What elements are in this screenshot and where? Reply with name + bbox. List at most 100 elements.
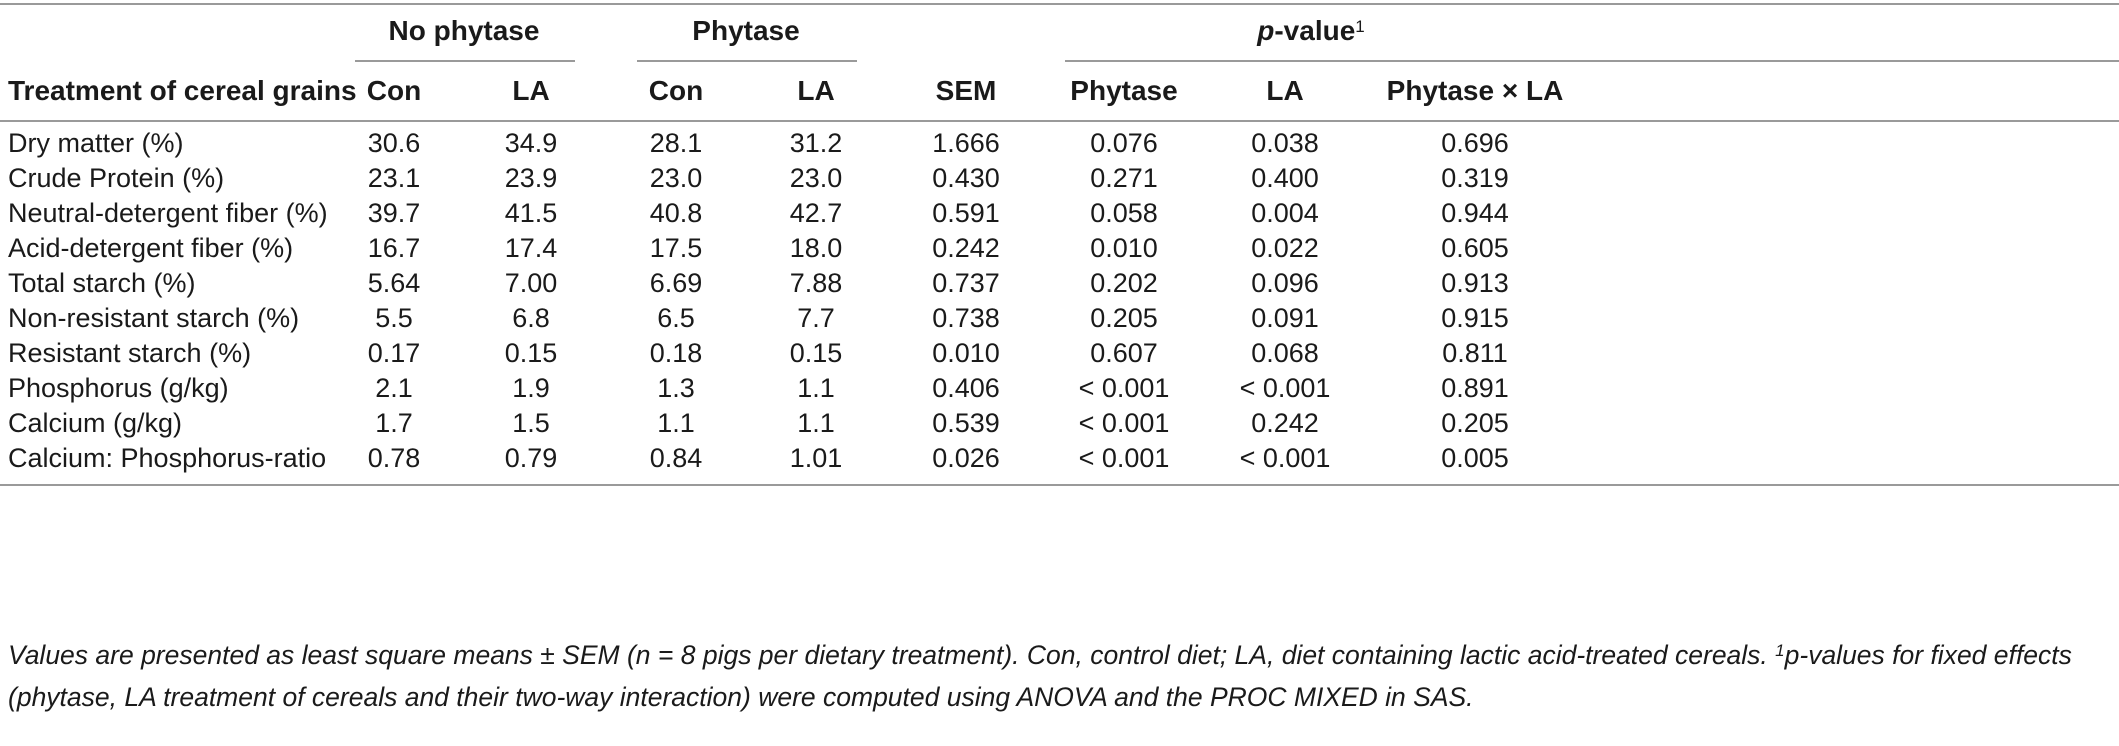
table-cell: 0.091 [1251, 303, 1319, 333]
table-cell: 0.076 [1090, 128, 1158, 158]
table-cell: 23.0 [789, 163, 843, 193]
table-cell: 7.88 [789, 268, 843, 298]
table-cell: 39.7 [367, 198, 421, 228]
table-cell: < 0.001 [1078, 373, 1170, 403]
col-header-pvalue-la: LA [1266, 75, 1304, 106]
table-cell: 23.1 [367, 163, 421, 193]
table-cell: 5.5 [375, 303, 413, 333]
table-cell: 0.068 [1251, 338, 1319, 368]
row-label: Total starch (%) [8, 268, 196, 298]
table-cell: 0.944 [1441, 198, 1509, 228]
table-cell: 6.8 [512, 303, 550, 333]
table-cell: 0.79 [504, 443, 558, 473]
table-cell: 7.7 [797, 303, 835, 333]
table-cell: 0.022 [1251, 233, 1319, 263]
table-cell: 6.5 [657, 303, 695, 333]
table-cell: 1.3 [657, 373, 695, 403]
table-cell: 5.64 [367, 268, 421, 298]
table-cell: 0.539 [932, 408, 1000, 438]
table-cell: 0.605 [1441, 233, 1509, 263]
col-header-con-no-phytase: Con [366, 75, 422, 106]
no-phytase-underline [355, 60, 575, 62]
table-cell: 0.096 [1251, 268, 1319, 298]
col-header-la-phytase: LA [797, 75, 835, 106]
table-cell: 16.7 [367, 233, 421, 263]
row-label: Crude Protein (%) [8, 163, 225, 193]
table-cell: 17.4 [504, 233, 558, 263]
table-cell: < 0.001 [1239, 443, 1331, 473]
table-cell: 0.84 [649, 443, 703, 473]
row-label: Acid-detergent fiber (%) [8, 233, 294, 263]
row-label: Non-resistant starch (%) [8, 303, 300, 333]
table-cell: 0.205 [1441, 408, 1509, 438]
table-cell: 23.9 [504, 163, 558, 193]
col-header-con-phytase: Con [648, 75, 704, 106]
table-cell: 28.1 [649, 128, 703, 158]
table-cell: 0.591 [932, 198, 1000, 228]
table-cell: < 0.001 [1078, 443, 1170, 473]
table-cell: 0.205 [1090, 303, 1158, 333]
row-label: Dry matter (%) [8, 128, 184, 158]
table-cell: 0.242 [932, 233, 1000, 263]
table-cell: 0.891 [1441, 373, 1509, 403]
table-cell: 0.811 [1442, 338, 1508, 368]
table-cell: 0.038 [1251, 128, 1319, 158]
table-cell: 1.1 [657, 408, 695, 438]
table-cell: 0.058 [1090, 198, 1158, 228]
table-cell: 42.7 [789, 198, 843, 228]
table-cell: 40.8 [649, 198, 703, 228]
table-cell: < 0.001 [1078, 408, 1170, 438]
table-cell: 0.737 [932, 268, 1000, 298]
table-cell: 17.5 [649, 233, 703, 263]
table-bottom-rule [0, 484, 2119, 486]
col-header-pvalue-interaction: Phytase × LA [1386, 75, 1564, 106]
table-cell: 31.2 [789, 128, 843, 158]
table-footnote: Values are presented as least square mea… [8, 640, 2072, 712]
row-label: Phosphorus (g/kg) [8, 373, 229, 403]
table-cell: 0.406 [932, 373, 1000, 403]
table-cell: 0.913 [1441, 268, 1509, 298]
table-cell: 23.0 [649, 163, 703, 193]
table-cell: 0.607 [1090, 338, 1158, 368]
table-cell: 0.738 [932, 303, 1000, 333]
pvalue-underline [1065, 60, 2119, 62]
table-cell: 0.005 [1441, 443, 1509, 473]
row-header-label: Treatment of cereal grains [8, 75, 357, 106]
table-cell: 1.01 [789, 443, 843, 473]
col-header-sem: SEM [935, 75, 997, 106]
group-header-phytase: Phytase [692, 15, 800, 46]
table-cell: 0.026 [932, 443, 1000, 473]
table-cell: 6.69 [649, 268, 703, 298]
row-label: Calcium: Phosphorus-ratio [8, 443, 327, 473]
table-cell: 0.17 [367, 338, 421, 368]
table-top-rule [0, 3, 2119, 5]
table-cell: 0.271 [1090, 163, 1158, 193]
table-cell: < 0.001 [1239, 373, 1331, 403]
col-header-la-no-phytase: LA [512, 75, 550, 106]
table-cell: 1.666 [932, 128, 1000, 158]
table-cell: 2.1 [375, 373, 413, 403]
table-cell: 34.9 [504, 128, 558, 158]
table-cell: 0.18 [649, 338, 703, 368]
table-cell: 1.5 [512, 408, 550, 438]
table-cell: 0.004 [1251, 198, 1319, 228]
table-cell: 0.78 [367, 443, 421, 473]
table-cell: 0.010 [1090, 233, 1158, 263]
row-label: Neutral-detergent fiber (%) [8, 198, 328, 228]
table-cell: 0.696 [1441, 128, 1509, 158]
table-cell: 7.00 [504, 268, 558, 298]
table-cell: 0.400 [1251, 163, 1319, 193]
table-cell: 1.1 [797, 373, 835, 403]
group-header-no-phytase: No phytase [388, 15, 540, 46]
table-cell: 30.6 [367, 128, 421, 158]
col-header-pvalue-phytase: Phytase [1070, 75, 1178, 106]
table-cell: 0.242 [1251, 408, 1319, 438]
table-cell: 0.15 [789, 338, 843, 368]
header-bottom-rule [0, 120, 2119, 122]
table-cell: 1.9 [512, 373, 550, 403]
row-label: Calcium (g/kg) [8, 408, 183, 438]
table-cell: 0.202 [1090, 268, 1158, 298]
table-cell: 41.5 [504, 198, 558, 228]
table-cell: 0.915 [1441, 303, 1509, 333]
table-cell: 1.7 [375, 408, 413, 438]
